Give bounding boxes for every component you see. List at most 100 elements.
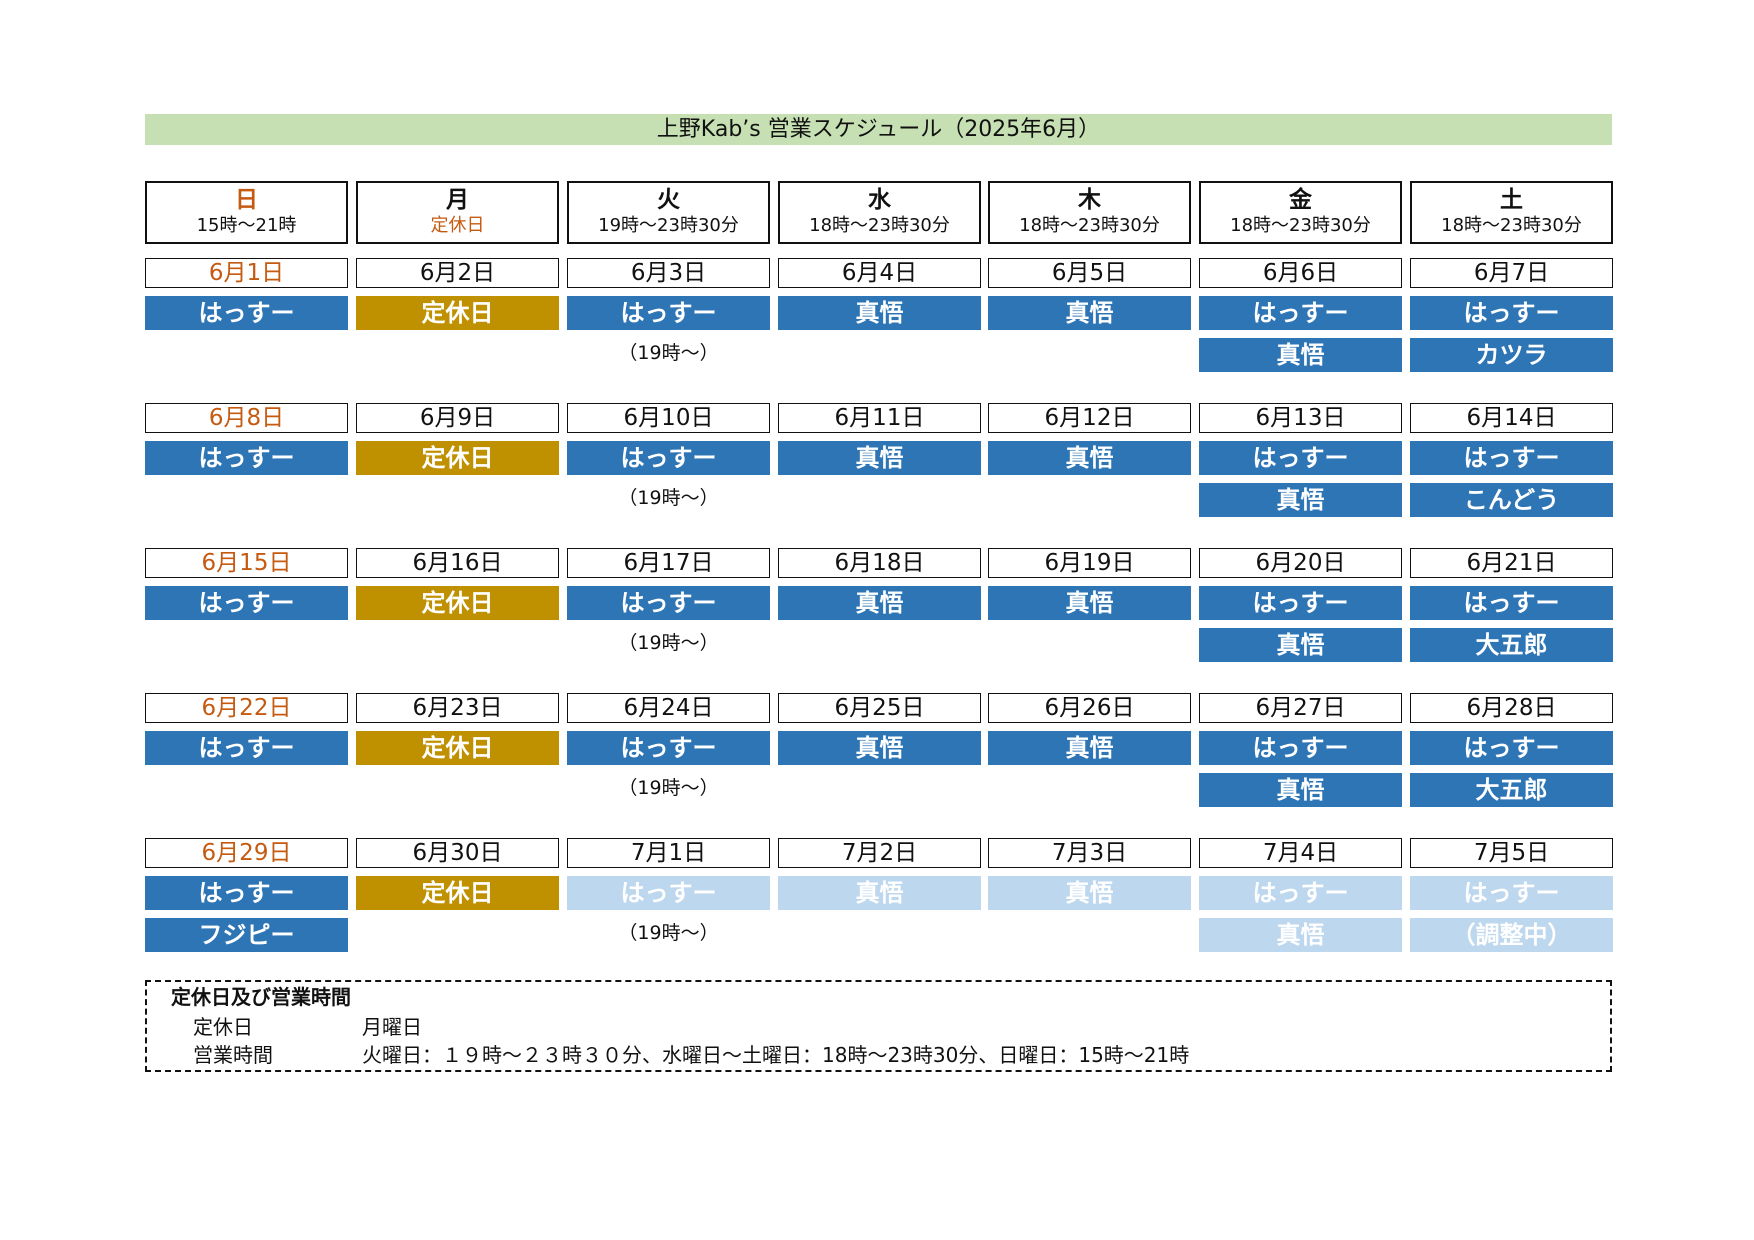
day-header-wed: 水 18時～23時30分 (778, 181, 981, 244)
staff-bar: はっすー (567, 441, 770, 475)
staff-bar: はっすー (145, 731, 348, 765)
staff-bar: はっすー (1410, 296, 1613, 330)
date-cell: 6月19日 (988, 548, 1191, 578)
staff-bar-secondary: 真悟 (1199, 628, 1402, 662)
start-time-note: （19時～） (618, 342, 719, 364)
date-cell: 6月25日 (778, 693, 981, 723)
staff-bar: はっすー (567, 876, 770, 910)
date-cell: 7月4日 (1199, 838, 1402, 868)
date-cell: 6月18日 (778, 548, 981, 578)
staff-bar-secondary: フジピー (145, 918, 348, 952)
day-name: 木 (1078, 187, 1101, 213)
staff-bar: 真悟 (778, 296, 981, 330)
date-cell: 7月5日 (1410, 838, 1613, 868)
day-hours: 定休日 (430, 215, 485, 236)
staff-bar: 真悟 (988, 586, 1191, 620)
day-hours: 18時～23時30分 (1230, 215, 1371, 236)
date-cell: 6月30日 (356, 838, 559, 868)
date-cell: 6月27日 (1199, 693, 1402, 723)
staff-bar-secondary: 真悟 (1199, 918, 1402, 952)
day-header-thu: 木 18時～23時30分 (988, 181, 1191, 244)
start-time-note: （19時～） (618, 922, 719, 944)
date-cell: 6月2日 (356, 258, 559, 288)
staff-bar: 真悟 (778, 731, 981, 765)
date-cell: 6月24日 (567, 693, 770, 723)
day-hours: 18時～23時30分 (809, 215, 950, 236)
closed-day-label: 定休日 (193, 1015, 253, 1039)
date-cell: 6月23日 (356, 693, 559, 723)
staff-bar-secondary: 大五郎 (1410, 628, 1613, 662)
date-cell: 6月28日 (1410, 693, 1613, 723)
closed-day-bar: 定休日 (356, 441, 559, 475)
staff-bar-secondary: カツラ (1410, 338, 1613, 372)
closed-day-bar: 定休日 (356, 731, 559, 765)
date-cell: 6月5日 (988, 258, 1191, 288)
staff-bar: はっすー (567, 731, 770, 765)
staff-bar-secondary: 真悟 (1199, 483, 1402, 517)
date-cell: 6月29日 (145, 838, 348, 868)
day-header-mon: 月定休日 (356, 181, 559, 244)
day-name: 水 (868, 187, 891, 213)
staff-bar: はっすー (1410, 876, 1613, 910)
staff-bar-secondary: 真悟 (1199, 338, 1402, 372)
closed-day-bar: 定休日 (356, 586, 559, 620)
staff-bar: 真悟 (988, 441, 1191, 475)
date-cell: 6月4日 (778, 258, 981, 288)
day-hours: 15時～21時 (196, 215, 297, 236)
staff-bar: はっすー (567, 296, 770, 330)
date-cell: 6月12日 (988, 403, 1191, 433)
date-cell: 7月2日 (778, 838, 981, 868)
page-title: 上野Kab’s 営業スケジュール（2025年6月） (145, 114, 1612, 145)
staff-bar-secondary: （調整中） (1410, 918, 1613, 952)
day-header-fri: 金 18時～23時30分 (1199, 181, 1402, 244)
staff-bar: はっすー (1199, 441, 1402, 475)
staff-bar: はっすー (145, 296, 348, 330)
closed-day-value: 月曜日 (362, 1015, 422, 1039)
day-hours: 18時～23時30分 (1441, 215, 1582, 236)
staff-bar: はっすー (1199, 296, 1402, 330)
staff-bar-secondary: 大五郎 (1410, 773, 1613, 807)
date-cell: 6月11日 (778, 403, 981, 433)
staff-bar: はっすー (1410, 586, 1613, 620)
staff-bar: 真悟 (988, 731, 1191, 765)
staff-bar: はっすー (145, 441, 348, 475)
start-time-note: （19時～） (618, 487, 719, 509)
day-header-sat: 土 18時～23時30分 (1410, 181, 1613, 244)
day-name: 金 (1289, 187, 1312, 213)
staff-bar: 真悟 (778, 876, 981, 910)
staff-bar: はっすー (1410, 731, 1613, 765)
day-hours: 18時～23時30分 (1019, 215, 1160, 236)
day-hours: 19時～23時30分 (598, 215, 739, 236)
date-cell: 6月10日 (567, 403, 770, 433)
closed-day-bar: 定休日 (356, 876, 559, 910)
date-cell: 6月1日 (145, 258, 348, 288)
day-name: 土 (1500, 187, 1523, 213)
date-cell: 6月17日 (567, 548, 770, 578)
day-name: 日 (235, 187, 258, 213)
date-cell: 6月15日 (145, 548, 348, 578)
staff-bar: 真悟 (778, 586, 981, 620)
staff-bar: はっすー (145, 876, 348, 910)
start-time-note: （19時～） (618, 632, 719, 654)
staff-bar: はっすー (1199, 731, 1402, 765)
date-cell: 6月16日 (356, 548, 559, 578)
date-cell: 6月21日 (1410, 548, 1613, 578)
closed-day-bar: 定休日 (356, 296, 559, 330)
day-name: 火 (657, 187, 680, 213)
date-cell: 6月3日 (567, 258, 770, 288)
business-hours-label: 営業時間 (193, 1043, 273, 1067)
staff-bar: 真悟 (778, 441, 981, 475)
date-cell: 6月22日 (145, 693, 348, 723)
date-cell: 6月6日 (1199, 258, 1402, 288)
date-cell: 7月1日 (567, 838, 770, 868)
date-cell: 6月26日 (988, 693, 1191, 723)
info-title: 定休日及び営業時間 (171, 985, 351, 1009)
staff-bar: 真悟 (988, 296, 1191, 330)
date-cell: 6月8日 (145, 403, 348, 433)
day-name: 月 (446, 187, 469, 213)
staff-bar: はっすー (567, 586, 770, 620)
staff-bar: 真悟 (988, 876, 1191, 910)
date-cell: 7月3日 (988, 838, 1191, 868)
staff-bar: はっすー (145, 586, 348, 620)
staff-bar: はっすー (1199, 876, 1402, 910)
